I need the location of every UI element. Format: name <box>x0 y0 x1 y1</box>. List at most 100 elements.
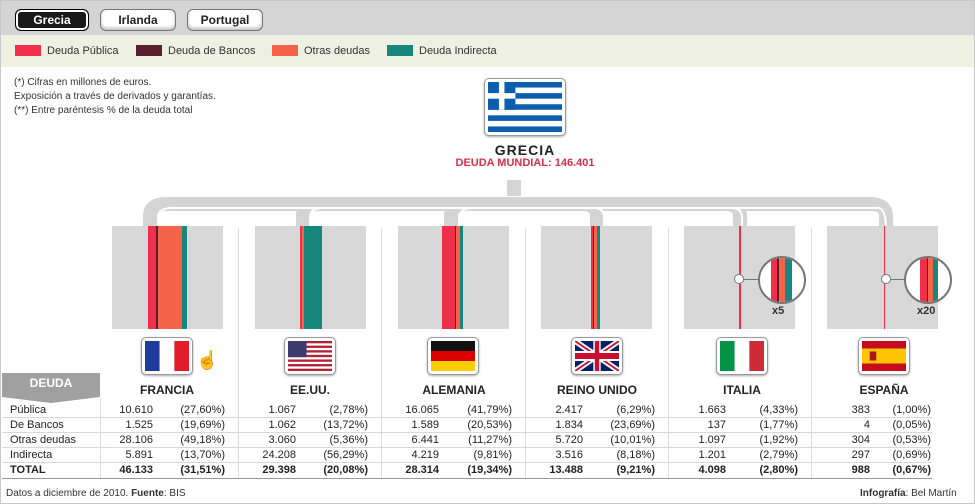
table-header-label: DEUDA <box>29 376 73 390</box>
germany-debt-chart <box>398 226 509 329</box>
country-name-uk: REINO UNIDO <box>556 383 637 397</box>
credit-value: : Bel Martín <box>905 488 957 499</box>
spain-flag-icon[interactable] <box>858 337 910 375</box>
row-label-total: TOTAL <box>10 464 46 476</box>
note-line: (**) Entre paréntesis % de la deuda tota… <box>14 105 193 116</box>
tab-portugal[interactable]: Portugal <box>187 9 263 31</box>
table-cell-value: 3.516 <box>555 449 583 461</box>
spain-zoom-circle <box>904 256 952 304</box>
bank-debt-bar <box>455 226 456 329</box>
column-divider <box>525 228 526 478</box>
tab-bar: Grecia Irlanda Portugal <box>1 1 974 35</box>
public-debt-bar <box>442 226 455 329</box>
table-cell-percent: (19,34%) <box>467 464 512 476</box>
legend-swatch-indirect <box>387 45 413 56</box>
country-name-usa: EE.UU. <box>289 383 330 397</box>
table-cell-percent: (20,08%) <box>323 464 368 476</box>
table-cell-value: 2.417 <box>555 404 583 416</box>
public-debt-bar <box>148 226 156 329</box>
italy-zoom-circle <box>758 256 806 304</box>
table-cell-percent: (11,27%) <box>468 434 512 446</box>
germany-flag-icon[interactable] <box>427 337 479 375</box>
table-label-divider <box>100 398 101 478</box>
uk-flag-icon[interactable] <box>571 337 623 375</box>
table-rule <box>2 462 932 463</box>
table-cell-percent: (41,79%) <box>467 404 512 416</box>
table-cell-value: 28.106 <box>119 434 153 446</box>
table-cell-percent: (20,53%) <box>467 419 512 431</box>
indirect-debt-bar <box>304 226 322 329</box>
legend-label-banks: Deuda de Bancos <box>168 45 256 57</box>
table-cell-value: 5.891 <box>125 449 153 461</box>
source-prefix: Datos a diciembre de 2010. <box>6 488 129 499</box>
table-cell-percent: (0,69%) <box>892 449 931 461</box>
table-cell-value: 1.834 <box>555 419 583 431</box>
table-cell-value: 4.098 <box>698 464 726 476</box>
italy-zoom-connector <box>734 274 760 284</box>
table-cell-percent: (31,51%) <box>180 464 225 476</box>
table-cell-value: 1.062 <box>268 419 296 431</box>
credit-label: Infografía <box>860 488 906 499</box>
greece-flag-icon <box>484 78 566 136</box>
table-cell-value: 297 <box>851 449 870 461</box>
table-cell-percent: (0,67%) <box>892 464 931 476</box>
row-label: Pública <box>10 404 47 416</box>
legend-label-indirect: Deuda Indirecta <box>419 45 497 57</box>
legend-swatch-other <box>272 45 298 56</box>
table-cell-value: 383 <box>851 404 870 416</box>
source-note: Datos a diciembre de 2010. Fuente: BIS <box>6 488 186 499</box>
credit-note: Infografía: Bel Martín <box>860 488 957 499</box>
table-cell-percent: (2,79%) <box>759 449 798 461</box>
usa-debt-chart <box>255 226 366 329</box>
table-cell-value: 6.441 <box>411 434 439 446</box>
table-cell-percent: (2,78%) <box>329 404 368 416</box>
table-cell-value: 1.525 <box>125 419 153 431</box>
usa-flag-icon[interactable] <box>284 337 336 375</box>
table-rule <box>2 432 932 433</box>
main-country-title: GRECIA <box>494 142 556 158</box>
france-debt-chart <box>112 226 223 329</box>
table-cell-value: 46.133 <box>119 464 153 476</box>
spain-zoom-connector <box>881 274 907 284</box>
country-name-germany: ALEMANIA <box>422 383 486 397</box>
france-flag-icon[interactable] <box>141 337 193 375</box>
legend-swatch-banks <box>136 45 162 56</box>
column-divider <box>668 228 669 478</box>
table-rule <box>2 478 932 479</box>
table-cell-percent: (10,01%) <box>610 434 655 446</box>
table-cell-percent: (49,18%) <box>180 434 225 446</box>
table-cell-percent: (0,53%) <box>892 434 931 446</box>
table-cell-percent: (6,29%) <box>616 404 655 416</box>
table-cell-value: 988 <box>851 464 870 476</box>
table-cell-value: 137 <box>707 419 726 431</box>
indirect-debt-bar <box>460 226 463 329</box>
table-cell-value: 3.060 <box>268 434 296 446</box>
public-debt-bar <box>300 226 302 329</box>
table-cell-value: 1.201 <box>698 449 726 461</box>
table-cell-percent: (9,21%) <box>616 464 655 476</box>
table-cell-percent: (56,29%) <box>323 449 368 461</box>
table-cell-value: 1.097 <box>698 434 726 446</box>
table-header-deuda: DEUDA <box>2 373 100 403</box>
footnotes: (*) Cifras en millones de euros. Exposic… <box>14 76 216 118</box>
legend-swatch-public <box>15 45 41 56</box>
row-label: Otras deudas <box>10 434 77 446</box>
indirect-debt-bar <box>597 226 600 329</box>
other-debt-bar <box>158 226 182 329</box>
country-name-spain: ESPAÑA <box>859 383 909 397</box>
table-cell-percent: (1,77%) <box>759 419 798 431</box>
source-label: Fuente <box>131 488 164 499</box>
row-label: Indirecta <box>10 449 53 461</box>
table-cell-percent: (13,72%) <box>323 419 368 431</box>
table-cell-percent: (1,92%) <box>759 434 798 446</box>
tab-grecia[interactable]: Grecia <box>15 9 89 31</box>
italy-flag-icon[interactable] <box>716 337 768 375</box>
table-cell-value: 29.398 <box>262 464 296 476</box>
legend-label-public: Deuda Pública <box>47 45 119 57</box>
table-cell-value: 24.208 <box>262 449 296 461</box>
table-cell-percent: (19,69%) <box>180 419 225 431</box>
column-divider <box>381 228 382 478</box>
table-cell-percent: (5,36%) <box>329 434 368 446</box>
tab-irlanda[interactable]: Irlanda <box>100 9 176 31</box>
table-cell-percent: (27,60%) <box>180 404 225 416</box>
